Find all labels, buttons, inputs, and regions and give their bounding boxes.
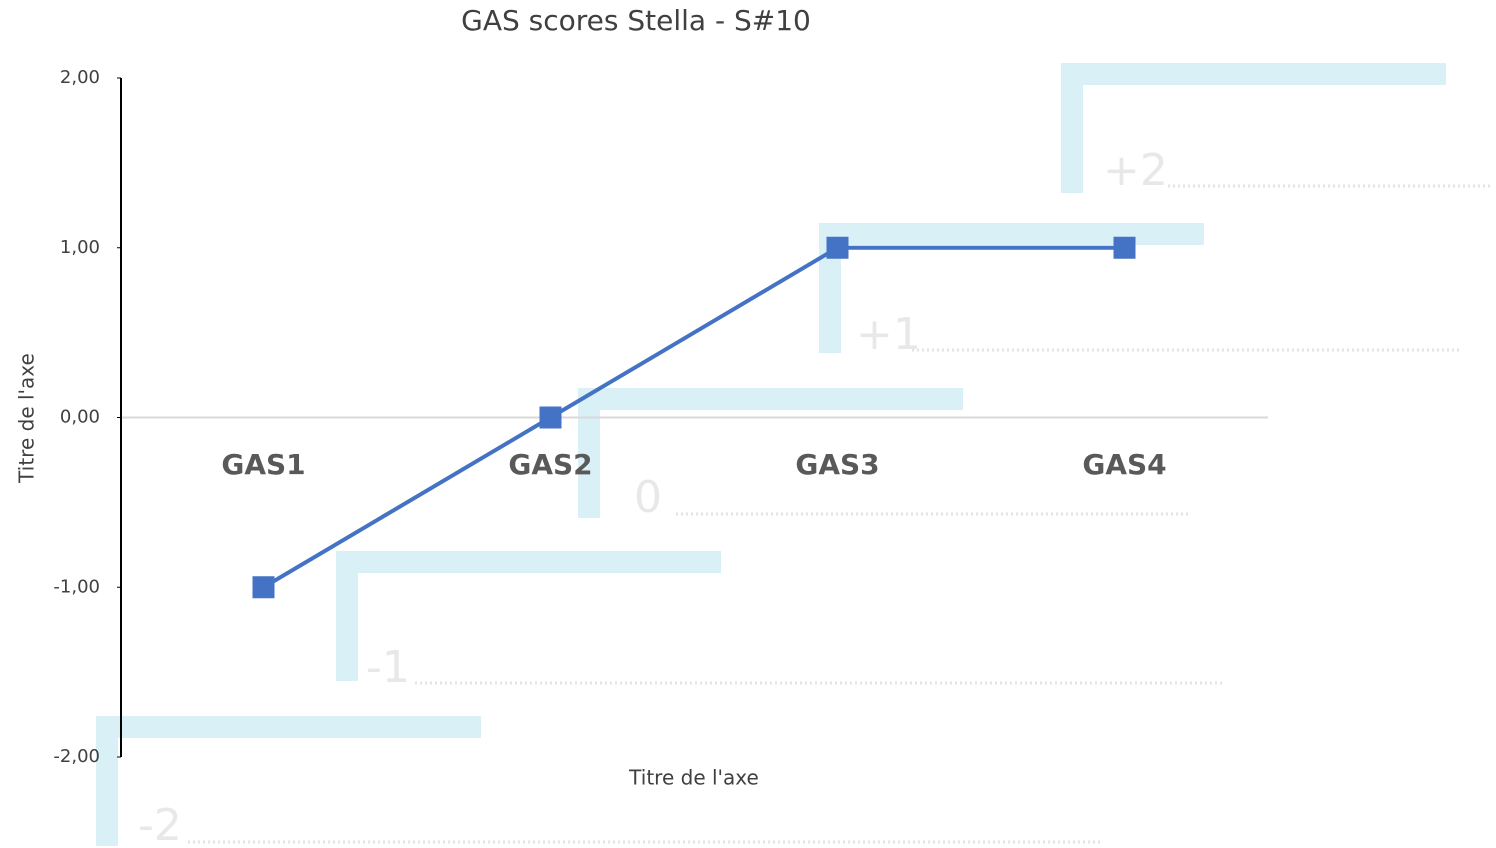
y-tick-label: 2,00 xyxy=(60,67,100,88)
step-label: +2 xyxy=(1103,145,1168,196)
y-axis-title: Titre de l'axe xyxy=(15,353,39,484)
x-tick-label: GAS1 xyxy=(221,448,305,481)
y-tick-label: -1,00 xyxy=(53,576,100,597)
x-tick-label: GAS2 xyxy=(508,448,592,481)
step-vertical xyxy=(96,716,118,846)
step-vertical xyxy=(578,388,600,518)
step-label: -2 xyxy=(138,800,182,848)
marker xyxy=(539,406,562,429)
step-label: +1 xyxy=(856,309,921,360)
step-horizontal xyxy=(819,223,1204,245)
y-tick-label: -2,00 xyxy=(53,746,100,767)
marker xyxy=(1113,236,1136,259)
x-axis-title: Titre de l'axe xyxy=(628,766,759,790)
y-tick-label: 1,00 xyxy=(60,237,100,258)
series-line xyxy=(262,245,1125,589)
y-tick-label: 0,00 xyxy=(60,407,100,428)
step-vertical xyxy=(1061,63,1083,193)
x-tick-label: GAS4 xyxy=(1082,448,1166,481)
chart-title: GAS scores Stella - S#10 xyxy=(461,4,811,37)
marker xyxy=(252,576,275,599)
marker xyxy=(826,236,849,259)
x-tick-label: GAS3 xyxy=(795,448,879,481)
step-horizontal xyxy=(96,716,481,738)
step-horizontal xyxy=(1061,63,1446,85)
step-vertical xyxy=(336,551,358,681)
step-horizontal xyxy=(336,551,721,573)
step-label: 0 xyxy=(634,472,662,523)
step-horizontal xyxy=(578,388,963,410)
step-label: -1 xyxy=(366,642,410,693)
